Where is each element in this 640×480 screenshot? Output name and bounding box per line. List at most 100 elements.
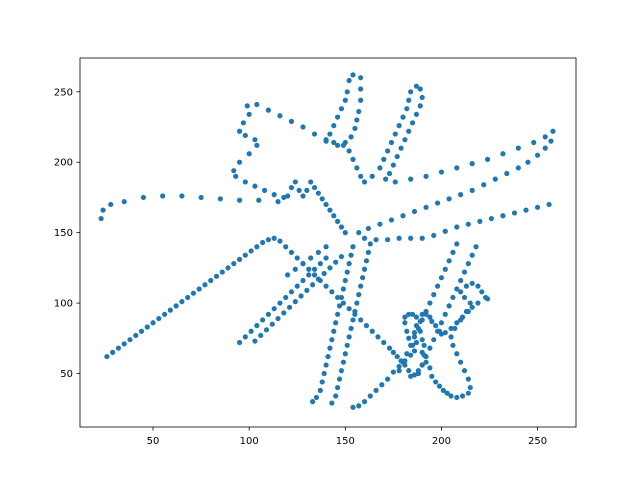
data-point (340, 286, 346, 292)
data-point (277, 238, 283, 244)
data-point (346, 261, 352, 267)
data-point (419, 94, 425, 101)
data-point (333, 393, 339, 399)
data-point (446, 196, 452, 202)
data-point (406, 97, 412, 103)
data-point (138, 328, 145, 334)
data-point (461, 294, 468, 301)
data-point (261, 187, 268, 193)
data-point (386, 170, 393, 177)
data-point (434, 328, 441, 334)
data-point (358, 97, 364, 103)
data-point (300, 124, 306, 130)
data-point (388, 139, 395, 146)
data-point (254, 244, 260, 250)
data-point (500, 213, 506, 219)
data-point (308, 179, 314, 185)
data-point (173, 303, 179, 309)
data-point (408, 176, 414, 182)
data-point (296, 187, 302, 193)
data-point (473, 244, 479, 250)
data-point (383, 176, 389, 182)
data-point (411, 330, 418, 336)
data-point (404, 351, 410, 357)
data-point (292, 299, 298, 305)
data-point (367, 393, 373, 399)
data-point (260, 317, 266, 323)
data-point (388, 217, 395, 223)
data-point (417, 103, 423, 109)
data-point (442, 311, 448, 317)
data-point (323, 201, 329, 208)
data-point (479, 289, 485, 295)
data-point (400, 359, 406, 365)
data-point (467, 384, 473, 391)
data-point (242, 334, 248, 340)
data-point (236, 128, 243, 134)
data-point (446, 258, 452, 264)
data-point (427, 365, 433, 371)
data-point (271, 192, 277, 198)
data-point (402, 137, 408, 143)
data-point (308, 255, 314, 261)
data-point (415, 325, 421, 332)
data-point (294, 283, 300, 289)
data-point (317, 387, 323, 393)
data-point (338, 253, 345, 260)
data-point (313, 394, 320, 401)
data-point (327, 265, 333, 271)
data-point (331, 213, 337, 219)
data-point (310, 399, 316, 405)
data-point (392, 131, 398, 137)
data-point (275, 199, 281, 205)
data-point (306, 266, 312, 272)
data-point (367, 241, 373, 247)
data-point (104, 353, 110, 360)
data-point (242, 132, 248, 139)
data-point (342, 97, 348, 103)
data-point (525, 159, 531, 165)
data-point (98, 215, 104, 222)
data-point (348, 134, 354, 140)
data-point (356, 108, 362, 115)
data-point (377, 221, 383, 227)
data-point (254, 142, 260, 148)
data-point (385, 237, 391, 243)
data-point (467, 300, 473, 306)
data-point (458, 289, 464, 295)
data-point (317, 261, 323, 267)
data-point (419, 235, 425, 241)
data-point (450, 294, 456, 301)
data-point (285, 193, 291, 199)
data-point (350, 156, 356, 162)
y-tick-label: 150 (54, 228, 73, 239)
data-point (336, 376, 343, 382)
data-point (454, 241, 460, 247)
data-point (252, 137, 258, 143)
data-point (415, 370, 421, 377)
data-point (461, 269, 468, 275)
data-point (413, 83, 420, 89)
data-point (469, 252, 475, 258)
data-point (265, 237, 271, 243)
data-point (327, 345, 333, 351)
data-point (515, 145, 521, 151)
data-point (217, 196, 223, 202)
data-point (465, 308, 471, 315)
data-point (252, 338, 258, 344)
y-axis-ticks: 50 100 150 200 250 (54, 87, 80, 380)
data-point (344, 89, 350, 95)
data-point (283, 244, 289, 250)
data-point (315, 190, 321, 196)
data-point (354, 117, 360, 123)
data-point (411, 334, 418, 340)
data-point (409, 120, 416, 126)
data-point (340, 300, 346, 306)
data-point (448, 393, 454, 399)
data-point (381, 156, 387, 162)
data-point (140, 194, 147, 201)
data-point (458, 192, 464, 198)
data-point (346, 77, 352, 84)
data-point (358, 173, 364, 179)
data-point (338, 106, 345, 112)
